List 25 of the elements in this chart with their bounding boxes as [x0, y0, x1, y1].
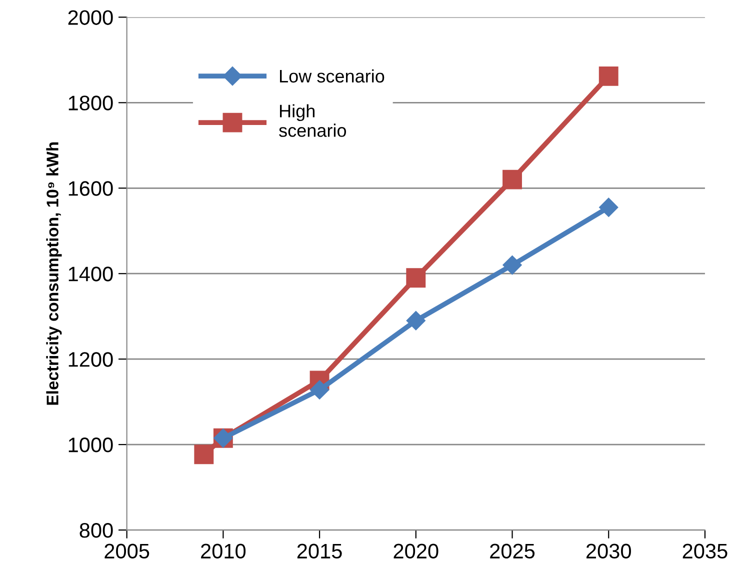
point: [502, 170, 522, 190]
x-tick-label: 2030: [586, 544, 631, 559]
x-tick-label: 2020: [394, 544, 438, 559]
legend-label: Low scenario: [280, 69, 384, 83]
x-tick-label: 2005: [104, 544, 150, 559]
point: [599, 198, 618, 217]
y-tick-label: 2000: [68, 10, 113, 25]
x-tick-label: 2035: [682, 544, 728, 559]
point: [502, 256, 522, 275]
y-axis-title: Electricity consumption, 10⁹ kWh: [46, 142, 62, 405]
point: [406, 311, 426, 330]
x-tick-label: 2015: [297, 544, 342, 559]
point: [310, 380, 330, 400]
y-tick-label: 800: [80, 523, 113, 538]
legend-label: High scenario: [279, 104, 346, 137]
y-tick-label: 1400: [68, 266, 113, 282]
point: [194, 444, 214, 464]
y-tick-label: 1200: [68, 352, 113, 367]
y-tick-label: 1000: [68, 438, 113, 452]
y-tick-label: 1800: [68, 96, 113, 110]
x-tick-label: 2025: [490, 544, 535, 559]
point: [598, 66, 618, 86]
x-tick-label: 2010: [201, 544, 246, 559]
point: [406, 268, 426, 288]
y-tick-label: 1600: [68, 181, 113, 196]
